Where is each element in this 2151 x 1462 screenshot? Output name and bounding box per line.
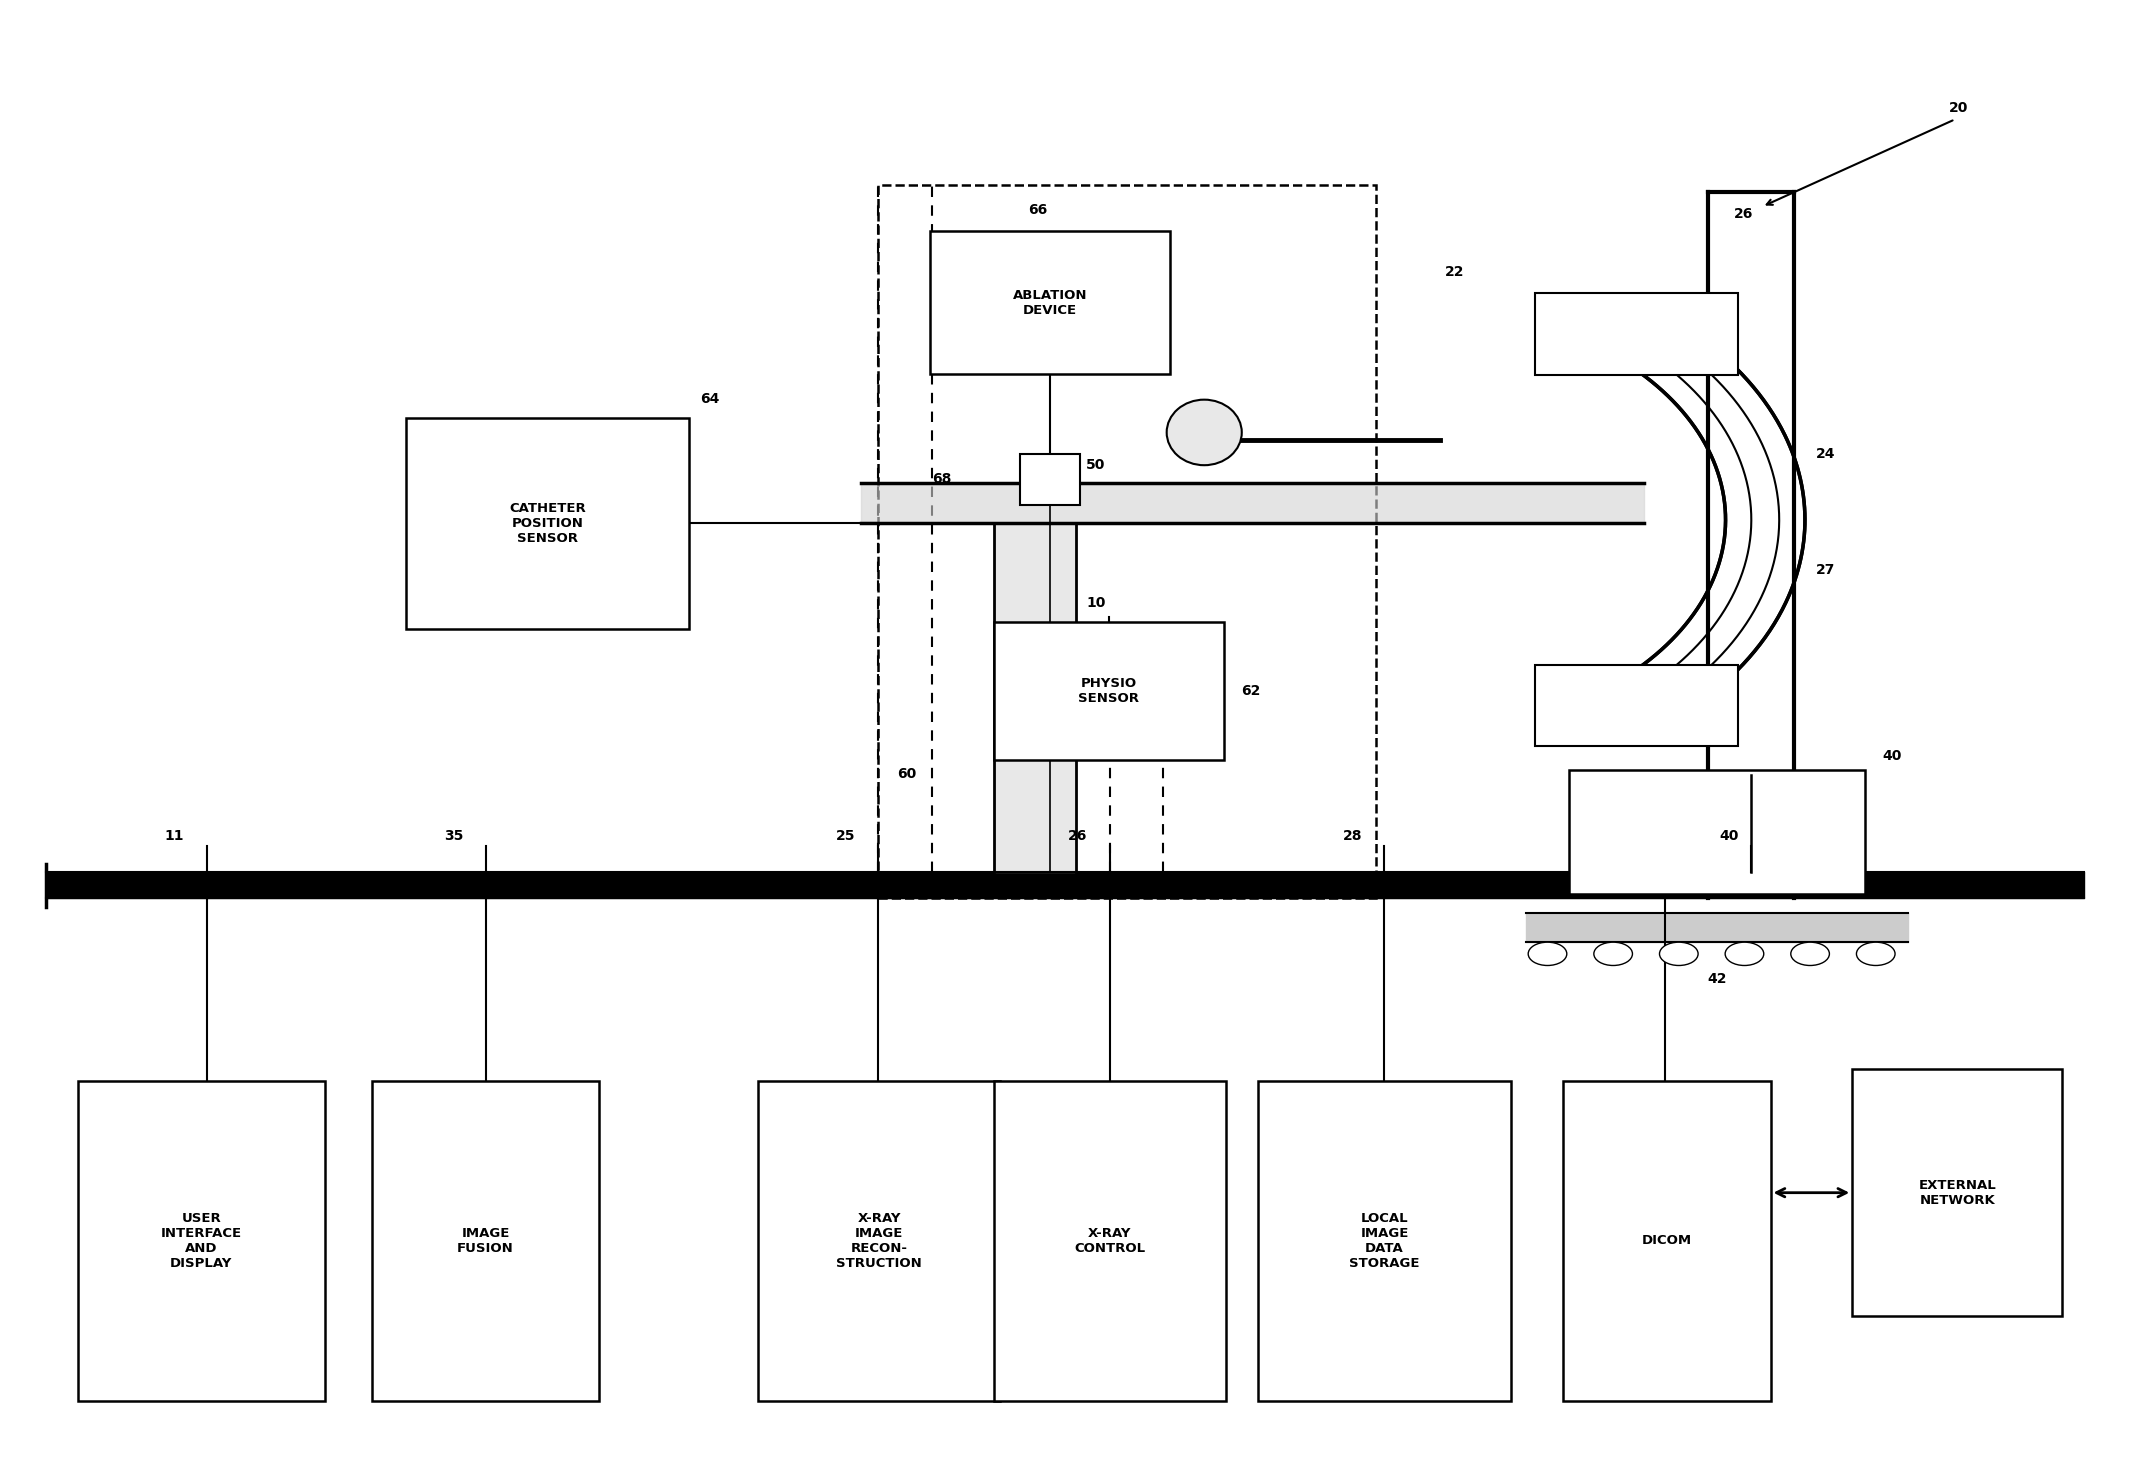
Text: 26: 26	[1067, 829, 1088, 844]
Bar	[1258, 1080, 1510, 1401]
Bar	[994, 621, 1224, 760]
Ellipse shape	[1166, 399, 1241, 465]
Text: 40: 40	[1624, 829, 1643, 844]
Text: 62: 62	[1241, 684, 1260, 697]
Text: ABLATION
DEVICE: ABLATION DEVICE	[1013, 289, 1086, 317]
Bar	[1534, 294, 1738, 374]
Ellipse shape	[1725, 942, 1764, 965]
Bar	[929, 231, 1170, 374]
Text: 26: 26	[1734, 206, 1753, 221]
Bar	[407, 418, 688, 629]
Text: 24: 24	[1815, 447, 1835, 461]
Text: 40: 40	[1882, 749, 1901, 763]
Text: 10: 10	[1086, 596, 1106, 610]
Text: 7: 7	[1665, 722, 1676, 737]
Text: 44: 44	[1818, 829, 1837, 844]
Text: 25: 25	[837, 829, 856, 844]
Text: 35: 35	[443, 829, 462, 844]
Text: USER
INTERFACE
AND
DISPLAY: USER INTERFACE AND DISPLAY	[161, 1212, 241, 1270]
Text: 20: 20	[1949, 101, 1968, 115]
Text: 27: 27	[1815, 563, 1835, 577]
Bar	[1852, 1069, 2063, 1316]
Bar	[994, 1080, 1226, 1401]
Text: LOCAL
IMAGE
DATA
STORAGE: LOCAL IMAGE DATA STORAGE	[1349, 1212, 1420, 1270]
Ellipse shape	[1792, 942, 1828, 965]
Ellipse shape	[1594, 942, 1633, 965]
Text: 42: 42	[1708, 972, 1727, 985]
Text: 60: 60	[897, 766, 916, 781]
Text: IMAGE
FUSION: IMAGE FUSION	[458, 1227, 514, 1254]
Bar	[77, 1080, 325, 1401]
Text: 50: 50	[1086, 458, 1106, 472]
Text: PHYSIO
SENSOR: PHYSIO SENSOR	[1078, 677, 1140, 705]
Bar	[1568, 770, 1865, 895]
Text: 28: 28	[1342, 829, 1362, 844]
Text: DICOM: DICOM	[1641, 1234, 1691, 1247]
Text: 40: 40	[1719, 829, 1738, 844]
Ellipse shape	[1658, 942, 1697, 965]
Text: 11: 11	[166, 829, 185, 844]
Text: 64: 64	[699, 392, 718, 406]
Text: CATHETER
POSITION
SENSOR: CATHETER POSITION SENSOR	[510, 501, 585, 545]
Text: 66: 66	[1028, 203, 1048, 216]
Text: X-RAY
CONTROL: X-RAY CONTROL	[1073, 1227, 1144, 1254]
Bar	[1020, 455, 1080, 506]
Bar	[878, 184, 1377, 899]
Text: X-RAY
IMAGE
RECON-
STRUCTION: X-RAY IMAGE RECON- STRUCTION	[837, 1212, 923, 1270]
Text: 22: 22	[1445, 265, 1465, 279]
Bar	[372, 1080, 600, 1401]
Text: EXTERNAL
NETWORK: EXTERNAL NETWORK	[1919, 1178, 1996, 1206]
Polygon shape	[1611, 313, 1805, 727]
Bar	[757, 1080, 1000, 1401]
Text: 68: 68	[931, 472, 951, 487]
Bar	[1534, 665, 1738, 747]
Ellipse shape	[1527, 942, 1566, 965]
Bar	[1562, 1080, 1770, 1401]
Ellipse shape	[1856, 942, 1895, 965]
Text: 13: 13	[1615, 785, 1635, 798]
